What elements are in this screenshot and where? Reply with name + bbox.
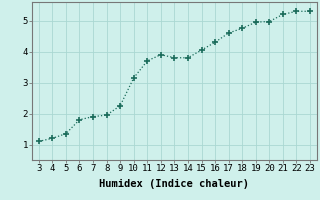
X-axis label: Humidex (Indice chaleur): Humidex (Indice chaleur) xyxy=(100,179,249,189)
